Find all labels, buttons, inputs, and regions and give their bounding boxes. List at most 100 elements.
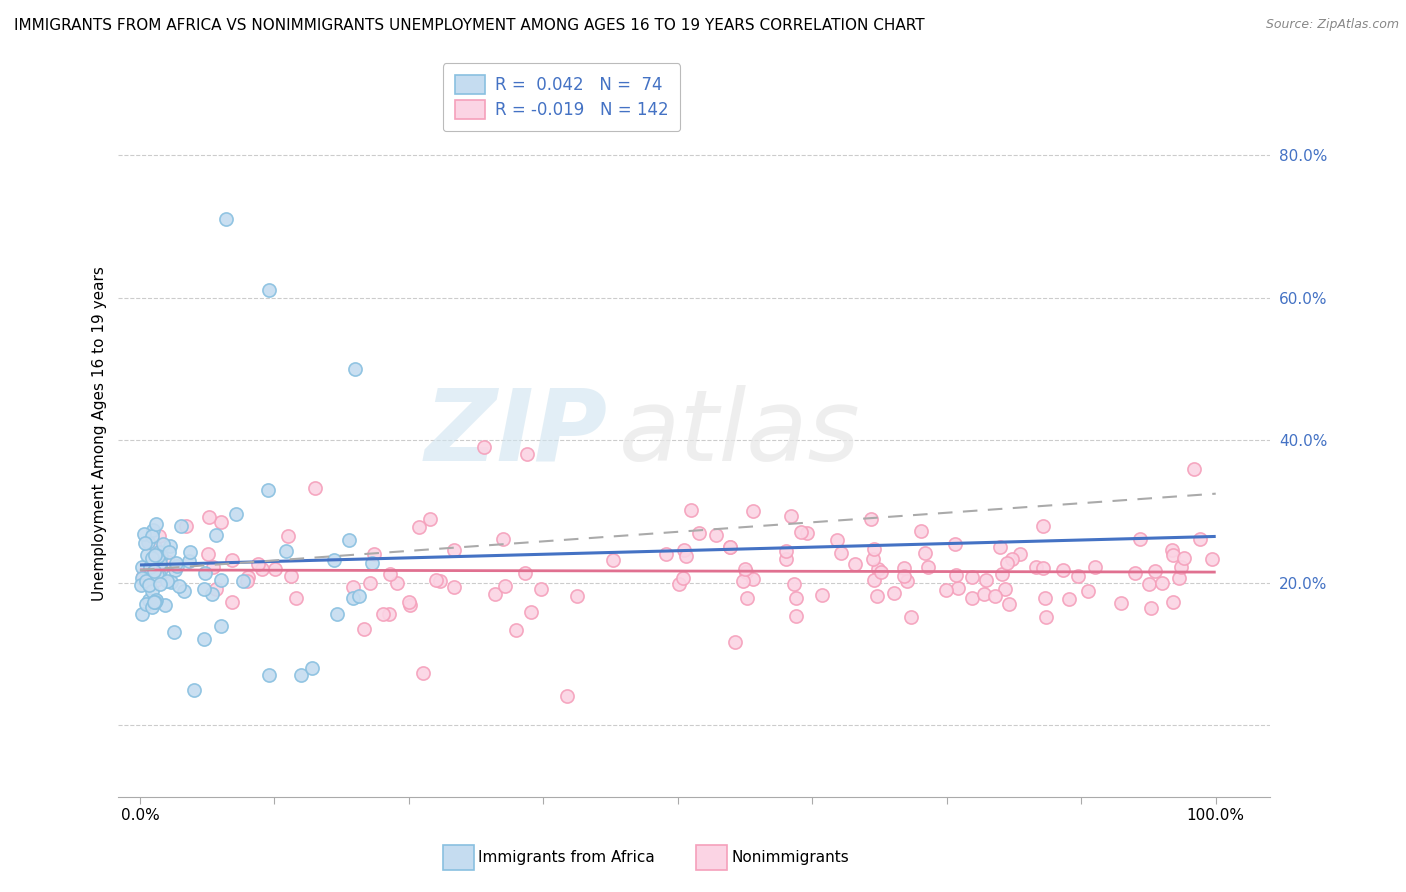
Nonimmigrants xyxy=(221,553,243,567)
Nonimmigrants xyxy=(1001,552,1024,566)
Immigrants from Africa xyxy=(209,619,232,633)
Nonimmigrants xyxy=(1032,519,1054,533)
Immigrants from Africa xyxy=(141,529,163,543)
Nonimmigrants xyxy=(943,537,966,551)
Nonimmigrants xyxy=(472,440,495,454)
Nonimmigrants xyxy=(830,546,852,560)
Immigrants from Africa xyxy=(337,533,360,547)
Nonimmigrants xyxy=(492,533,515,547)
Nonimmigrants xyxy=(995,556,1018,570)
Nonimmigrants xyxy=(718,541,741,555)
Immigrants from Africa xyxy=(344,362,367,376)
Immigrants from Africa xyxy=(204,528,226,542)
Immigrants from Africa xyxy=(129,578,152,592)
Nonimmigrants xyxy=(443,580,465,594)
Nonimmigrants xyxy=(148,529,170,543)
Nonimmigrants xyxy=(1137,577,1160,591)
Nonimmigrants xyxy=(235,574,257,589)
Immigrants from Africa xyxy=(360,556,382,570)
Nonimmigrants xyxy=(236,570,259,584)
Immigrants from Africa xyxy=(131,572,153,586)
Nonimmigrants xyxy=(284,591,307,605)
Immigrants from Africa xyxy=(131,559,153,574)
Nonimmigrants xyxy=(811,588,834,602)
Nonimmigrants xyxy=(1168,571,1191,585)
Nonimmigrants xyxy=(1067,569,1090,583)
Immigrants from Africa xyxy=(165,556,187,570)
Nonimmigrants xyxy=(205,582,228,596)
Immigrants from Africa xyxy=(132,526,155,541)
Nonimmigrants xyxy=(734,562,756,576)
Nonimmigrants xyxy=(866,589,889,603)
Nonimmigrants xyxy=(860,511,883,525)
Nonimmigrants xyxy=(870,565,893,579)
Immigrants from Africa xyxy=(149,561,172,575)
Immigrants from Africa xyxy=(146,549,169,564)
Immigrants from Africa xyxy=(201,586,224,600)
Nonimmigrants xyxy=(984,589,1007,603)
Nonimmigrants xyxy=(668,577,690,591)
Nonimmigrants xyxy=(893,569,915,583)
Immigrants from Africa xyxy=(152,537,174,551)
Immigrants from Africa xyxy=(290,668,312,682)
Immigrants from Africa xyxy=(145,592,167,607)
Nonimmigrants xyxy=(277,528,299,542)
Nonimmigrants xyxy=(896,574,918,589)
Nonimmigrants xyxy=(741,572,763,586)
Nonimmigrants xyxy=(679,503,702,517)
Nonimmigrants xyxy=(654,547,676,561)
Immigrants from Africa xyxy=(159,574,181,589)
Immigrants from Africa xyxy=(143,595,166,609)
Nonimmigrants xyxy=(398,598,420,612)
Immigrants from Africa xyxy=(183,682,205,697)
Immigrants from Africa xyxy=(148,545,170,559)
Nonimmigrants xyxy=(673,543,696,558)
Immigrants from Africa xyxy=(179,544,201,558)
Nonimmigrants xyxy=(565,589,588,603)
Nonimmigrants xyxy=(371,607,394,621)
Nonimmigrants xyxy=(1109,596,1132,610)
Immigrants from Africa xyxy=(143,548,166,562)
Nonimmigrants xyxy=(1189,532,1212,546)
Nonimmigrants xyxy=(201,560,224,574)
Nonimmigrants xyxy=(378,607,401,622)
Legend: R =  0.042   N =  74, R = -0.019   N = 142: R = 0.042 N = 74, R = -0.019 N = 142 xyxy=(443,63,681,131)
Nonimmigrants xyxy=(1140,600,1163,615)
Nonimmigrants xyxy=(1170,560,1192,574)
Nonimmigrants xyxy=(252,562,274,576)
Nonimmigrants xyxy=(783,577,806,591)
Nonimmigrants xyxy=(1173,551,1195,566)
Nonimmigrants xyxy=(945,568,967,582)
Immigrants from Africa xyxy=(141,599,163,614)
Nonimmigrants xyxy=(900,610,922,624)
Nonimmigrants xyxy=(866,562,889,576)
Nonimmigrants xyxy=(733,574,755,588)
Immigrants from Africa xyxy=(138,578,160,592)
Immigrants from Africa xyxy=(177,554,200,568)
Nonimmigrants xyxy=(408,520,430,534)
Nonimmigrants xyxy=(429,574,451,588)
Nonimmigrants xyxy=(796,525,818,540)
Nonimmigrants xyxy=(706,528,728,542)
Nonimmigrants xyxy=(1129,532,1152,546)
Nonimmigrants xyxy=(246,557,269,571)
Nonimmigrants xyxy=(174,518,197,533)
Immigrants from Africa xyxy=(163,624,186,639)
Immigrants from Africa xyxy=(134,536,156,550)
Nonimmigrants xyxy=(991,566,1014,581)
Immigrants from Africa xyxy=(146,549,169,564)
Immigrants from Africa xyxy=(138,534,160,549)
Text: atlas: atlas xyxy=(619,384,860,482)
Nonimmigrants xyxy=(893,561,915,575)
Nonimmigrants xyxy=(1025,560,1047,574)
Nonimmigrants xyxy=(1161,595,1184,609)
Immigrants from Africa xyxy=(156,574,179,588)
Nonimmigrants xyxy=(863,573,886,587)
Nonimmigrants xyxy=(359,576,381,591)
Immigrants from Africa xyxy=(173,584,195,599)
Immigrants from Africa xyxy=(143,564,166,578)
Nonimmigrants xyxy=(724,635,747,649)
Nonimmigrants xyxy=(1161,549,1184,563)
Immigrants from Africa xyxy=(135,598,157,612)
Nonimmigrants xyxy=(197,547,219,561)
